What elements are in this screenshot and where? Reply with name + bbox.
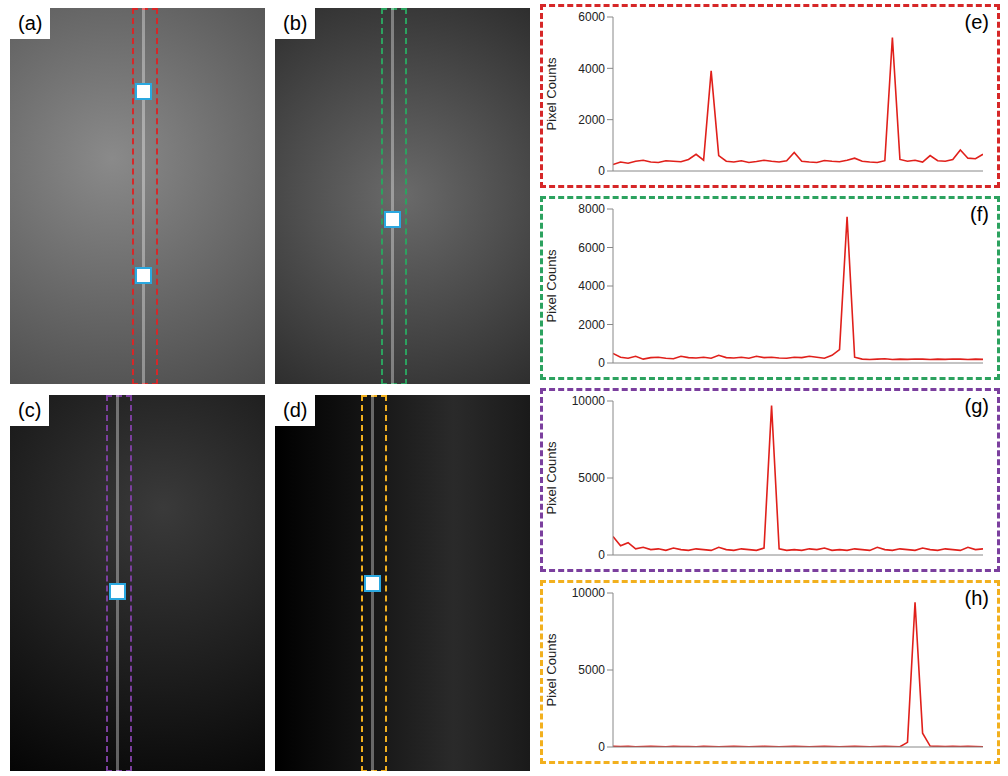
svg-text:4000: 4000 [578, 62, 605, 76]
html-text:(f): (f) [970, 203, 989, 225]
svg-text:0: 0 [598, 164, 605, 178]
svg-text:0: 0 [598, 548, 605, 562]
html-text:(b): (b) [283, 12, 308, 34]
html-text:(h): (h) [964, 587, 989, 609]
svg-text:0: 0 [598, 356, 605, 370]
svg-text:Pixel Counts: Pixel Counts [544, 441, 559, 514]
svg-text:10000: 10000 [572, 586, 606, 600]
html-text:(c): (c) [18, 399, 42, 421]
svg-text:Pixel Counts: Pixel Counts [544, 633, 559, 706]
svg-text:4000: 4000 [578, 279, 605, 293]
svg-text:2000: 2000 [578, 318, 605, 332]
svg-text:5000: 5000 [578, 663, 605, 677]
html-text:(d): (d) [283, 399, 308, 421]
svg-text:6000: 6000 [578, 10, 605, 24]
svg-text:10000: 10000 [572, 394, 606, 408]
svg-text:2000: 2000 [578, 113, 605, 127]
svg-text:0: 0 [598, 740, 605, 754]
html-text:(g): (g) [964, 395, 989, 417]
svg-text:5000: 5000 [578, 471, 605, 485]
html-text:(e): (e) [964, 11, 989, 33]
html-text:(a): (a) [18, 12, 43, 34]
svg-text:Pixel Counts: Pixel Counts [544, 57, 559, 130]
svg-text:Pixel Counts: Pixel Counts [544, 249, 559, 322]
svg-text:8000: 8000 [578, 202, 605, 216]
svg-text:6000: 6000 [578, 241, 605, 255]
